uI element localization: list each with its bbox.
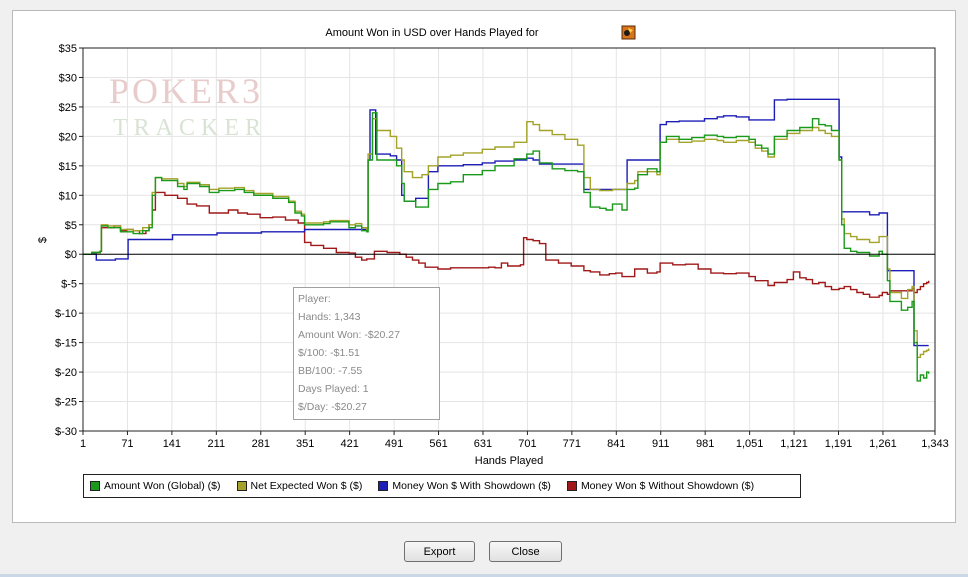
y-tick-label: $30	[59, 72, 77, 84]
stat-hands: Hands: 1,343	[298, 311, 361, 323]
series-line-3	[83, 191, 930, 298]
y-tick-label: $-5	[61, 279, 77, 291]
stat-per-100: $/100: -$1.51	[298, 347, 360, 359]
legend-swatch	[236, 481, 247, 491]
x-tick-label: 981	[696, 438, 714, 450]
legend-item: Money Won $ With Showdown ($)	[378, 480, 551, 492]
chart-title: Amount Won in USD over Hands Played for	[325, 27, 539, 39]
player-stats-tooltip: Player: Hands: 1,343 Amount Won: -$20.27…	[293, 287, 440, 420]
y-tick-label: $10	[59, 190, 77, 202]
player-site-icon	[621, 25, 636, 40]
stat-days-played: Days Played: 1	[298, 383, 369, 395]
x-tick-label: 561	[429, 438, 447, 450]
x-tick-label: 491	[385, 438, 403, 450]
y-tick-label: $20	[59, 131, 77, 143]
legend-swatch	[90, 481, 100, 491]
series-line-1	[83, 118, 930, 358]
x-tick-label: 631	[474, 438, 492, 450]
x-tick-label: 421	[340, 438, 358, 450]
legend-swatch	[378, 481, 389, 491]
chart-axes: $-30 $-25 $-20 $-15 $-10 $-5 $0 $5 $10 $15 $20 $25 $…	[55, 43, 949, 450]
chart-legend: Amount Won (Global) ($) Net Expected Won …	[83, 474, 801, 498]
x-tick-label: 141	[163, 438, 181, 450]
stat-per-day: $/Day: -$20.27	[298, 401, 367, 413]
watermark-tracker-text: TRACKER	[113, 115, 267, 141]
x-tick-label: 1,121	[780, 438, 808, 450]
x-tick-label: 71	[121, 438, 133, 450]
export-button[interactable]: Export	[404, 541, 475, 562]
x-axis-label: Hands Played	[475, 455, 544, 467]
window-bottom-edge	[0, 574, 968, 577]
y-tick-label: $15	[59, 161, 77, 173]
y-tick-label: $5	[65, 220, 77, 232]
y-tick-label: $25	[59, 102, 77, 114]
legend-swatch	[566, 481, 577, 491]
y-tick-label: $35	[59, 43, 77, 55]
x-tick-label: 1,191	[825, 438, 853, 450]
y-tick-label: $-30	[55, 426, 77, 438]
legend-label: Money Won $ Without Showdown ($)	[580, 480, 755, 492]
x-tick-label: 911	[652, 438, 670, 450]
x-tick-label: 701	[518, 438, 536, 450]
stat-bb-100: BB/100: -7.55	[298, 365, 363, 377]
y-tick-label: $-25	[55, 397, 77, 409]
x-tick-label: 771	[563, 438, 581, 450]
legend-item: Net Expected Won $ ($)	[236, 480, 363, 492]
stat-amount-won: Amount Won: -$20.27	[298, 329, 400, 341]
x-tick-label: 281	[252, 438, 270, 450]
x-tick-label: 1,261	[869, 438, 897, 450]
y-axis-label: $	[37, 237, 49, 243]
x-tick-label: 211	[208, 438, 226, 450]
chart-panel: POKER3 TRACKER $-30 $-25 $-20 $-15 $-10 $-5 $0 $…	[12, 10, 956, 523]
y-tick-label: $0	[65, 249, 77, 261]
x-tick-label: 1,051	[736, 438, 764, 450]
close-button[interactable]: Close	[489, 541, 562, 562]
y-tick-label: $-20	[55, 367, 77, 379]
x-tick-label: 351	[296, 438, 314, 450]
series-line-0	[83, 112, 930, 382]
legend-label: Amount Won (Global) ($)	[104, 480, 221, 492]
legend-item: Money Won $ Without Showdown ($)	[566, 480, 755, 492]
y-tick-label: $-15	[55, 338, 77, 350]
legend-label: Net Expected Won $ ($)	[250, 480, 363, 492]
chart-series	[83, 98, 930, 382]
legend-label: Money Won $ With Showdown ($)	[392, 480, 551, 492]
x-tick-label: 1,343	[921, 438, 949, 450]
legend-item: Amount Won (Global) ($)	[90, 480, 221, 492]
stat-player: Player:	[298, 293, 331, 305]
x-tick-label: 1	[80, 438, 86, 450]
x-tick-label: 841	[607, 438, 625, 450]
plot-area-border	[82, 47, 936, 432]
y-tick-label: $-10	[55, 308, 77, 320]
